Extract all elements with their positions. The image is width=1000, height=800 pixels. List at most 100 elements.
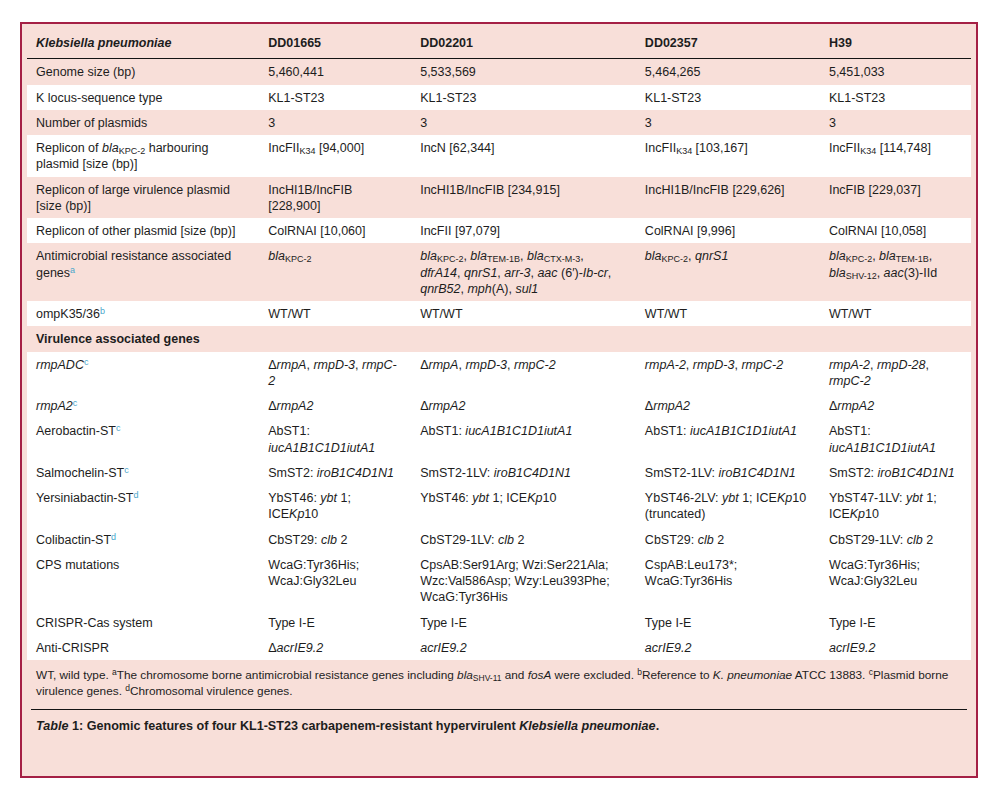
cell: KL1-ST23	[636, 85, 820, 110]
cell: 5,460,441	[259, 59, 411, 85]
cell: rmpA-2, rmpD-3, rmpC-2	[636, 352, 820, 394]
table-row: Replicon of blaKPC-2 harbouring plasmid …	[27, 135, 971, 177]
cell: AbST1: iucA1B1C1D1iutA1	[820, 418, 971, 460]
cell: blaKPC-2, blaTEM-1B, blaSHV-12, aac(3)-I…	[820, 243, 971, 301]
cell: CbST29: clb 2	[259, 527, 411, 552]
cell: Type I-E	[259, 610, 411, 635]
cell: ΔrmpA2	[820, 393, 971, 418]
cell: ΔacrIE9.2	[259, 635, 411, 660]
cell: acrIE9.2	[636, 635, 820, 660]
cell: 3	[636, 110, 820, 135]
table-caption: Table 1: Genomic features of four KL1-ST…	[27, 710, 971, 743]
row-label: Aerobactin-STc	[27, 418, 259, 460]
cell: YbST46: ybt 1; ICEKp10	[259, 485, 411, 527]
table-row: CRISPR-Cas systemType I-EType I-EType I-…	[27, 610, 971, 635]
cell: IncN [62,344]	[411, 135, 636, 177]
cell: ΔrmpA2	[636, 393, 820, 418]
cell: AbST1: iucA1B1C1D1iutA1	[636, 418, 820, 460]
cell: ΔrmpA, rmpD-3, rmpC-2	[411, 352, 636, 394]
cell: blaKPC-2, qnrS1	[636, 243, 820, 301]
cell: IncHI1B/IncFIB [229,626]	[636, 177, 820, 219]
table-row: Number of plasmids3333	[27, 110, 971, 135]
table-row: Aerobactin-STcAbST1: iucA1B1C1D1iutA1AbS…	[27, 418, 971, 460]
cell: ColRNAI [9,996]	[636, 218, 820, 243]
header-row: Klebsiella pneumoniaeDD01665DD02201DD023…	[27, 26, 971, 59]
cell: SmST2: iroB1C4D1N1	[259, 460, 411, 485]
row-label: ompK35/36b	[27, 301, 259, 326]
cell: AbST1: iucA1B1C1D1iutA1	[259, 418, 411, 460]
row-label: CRISPR-Cas system	[27, 610, 259, 635]
row-label: Replicon of blaKPC-2 harbouring plasmid …	[27, 135, 259, 177]
table-row: rmpA2cΔrmpA2ΔrmpA2ΔrmpA2ΔrmpA2	[27, 393, 971, 418]
cell: YbST47-1LV: ybt 1; ICEKp10	[820, 485, 971, 527]
cell: CpsAB:Ser91Arg; Wzi:Ser221Ala; Wzc:Val58…	[411, 552, 636, 610]
row-label: Replicon of large virulence plasmid [siz…	[27, 177, 259, 219]
row-label: Replicon of other plasmid [size (bp)]	[27, 218, 259, 243]
cell: SmST2-1LV: iroB1C4D1N1	[636, 460, 820, 485]
cell: CspAB:Leu173*; WcaG:Tyr36His	[636, 552, 820, 610]
table-row: K locus-sequence typeKL1-ST23KL1-ST23KL1…	[27, 85, 971, 110]
cell: blaKPC-2, blaTEM-1B, blaCTX-M-3, dfrA14,…	[411, 243, 636, 301]
cell: Type I-E	[411, 610, 636, 635]
cell: IncFIIK34 [114,748]	[820, 135, 971, 177]
cell: acrIE9.2	[411, 635, 636, 660]
cell: 5,464,265	[636, 59, 820, 85]
row-label: Genome size (bp)	[27, 59, 259, 85]
table-body: Genome size (bp)5,460,4415,533,5695,464,…	[27, 59, 971, 660]
cell: CbST29-1LV: clb 2	[820, 527, 971, 552]
cell: SmST2-1LV: iroB1C4D1N1	[411, 460, 636, 485]
column-header: DD01665	[259, 26, 411, 59]
cell: ΔrmpA, rmpD-3, rmpC-2	[259, 352, 411, 394]
cell: 5,451,033	[820, 59, 971, 85]
row-label: Salmochelin-STc	[27, 460, 259, 485]
cell: Type I-E	[820, 610, 971, 635]
row-label: rmpA2c	[27, 393, 259, 418]
genomic-features-table: Klebsiella pneumoniaeDD01665DD02201DD023…	[27, 26, 971, 660]
section-row: Virulence associated genes	[27, 326, 971, 351]
cell: ColRNAI [10,060]	[259, 218, 411, 243]
cell: 5,533,569	[411, 59, 636, 85]
table-row: Replicon of other plasmid [size (bp)]Col…	[27, 218, 971, 243]
cell: SmST2: iroB1C4D1N1	[820, 460, 971, 485]
cell: IncFII [97,079]	[411, 218, 636, 243]
row-label: K locus-sequence type	[27, 85, 259, 110]
table-row: Salmochelin-STcSmST2: iroB1C4D1N1SmST2-1…	[27, 460, 971, 485]
cell: IncFIIK34 [94,000]	[259, 135, 411, 177]
cell: IncFIIK34 [103,167]	[636, 135, 820, 177]
cell: 3	[820, 110, 971, 135]
column-header: Klebsiella pneumoniae	[27, 26, 259, 59]
table-row: Yersiniabactin-STdYbST46: ybt 1; ICEKp10…	[27, 485, 971, 527]
cell: IncHI1B/IncFIB [234,915]	[411, 177, 636, 219]
row-label: Yersiniabactin-STd	[27, 485, 259, 527]
cell: KL1-ST23	[259, 85, 411, 110]
row-label: Colibactin-STd	[27, 527, 259, 552]
cell: acrIE9.2	[820, 635, 971, 660]
row-label: Number of plasmids	[27, 110, 259, 135]
row-label: Anti-CRISPR	[27, 635, 259, 660]
table-row: Replicon of large virulence plasmid [siz…	[27, 177, 971, 219]
table-row: Colibactin-STdCbST29: clb 2CbST29-1LV: c…	[27, 527, 971, 552]
table-row: Genome size (bp)5,460,4415,533,5695,464,…	[27, 59, 971, 85]
cell: ColRNAI [10,058]	[820, 218, 971, 243]
table-row: Antimicrobial resistance associated gene…	[27, 243, 971, 301]
cell: 3	[411, 110, 636, 135]
cell: WT/WT	[259, 301, 411, 326]
row-label: CPS mutations	[27, 552, 259, 610]
cell: Type I-E	[636, 610, 820, 635]
row-label: Antimicrobial resistance associated gene…	[27, 243, 259, 301]
table-row: CPS mutationsWcaG:Tyr36His; WcaJ:Gly32Le…	[27, 552, 971, 610]
row-label: rmpADCc	[27, 352, 259, 394]
cell: CbST29: clb 2	[636, 527, 820, 552]
cell: IncHI1B/IncFIB [228,900]	[259, 177, 411, 219]
cell: AbST1: iucA1B1C1D1iutA1	[411, 418, 636, 460]
cell: ΔrmpA2	[411, 393, 636, 418]
cell: ΔrmpA2	[259, 393, 411, 418]
column-header: DD02201	[411, 26, 636, 59]
cell: WcaG:Tyr36His; WcaJ:Gly32Leu	[259, 552, 411, 610]
cell: IncFIB [229,037]	[820, 177, 971, 219]
cell: WcaG:Tyr36His; WcaJ:Gly32Leu	[820, 552, 971, 610]
cell: CbST29-1LV: clb 2	[411, 527, 636, 552]
column-header: DD02357	[636, 26, 820, 59]
table-row: Anti-CRISPRΔacrIE9.2acrIE9.2acrIE9.2acrI…	[27, 635, 971, 660]
cell: KL1-ST23	[820, 85, 971, 110]
